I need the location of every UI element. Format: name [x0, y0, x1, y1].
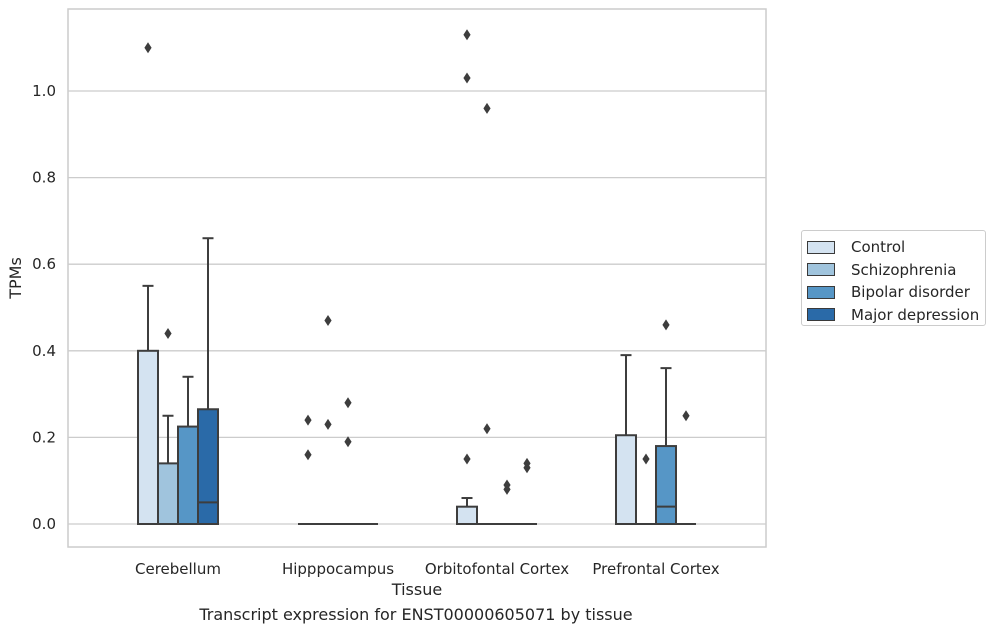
- chart-caption: Transcript expression for ENST0000060507…: [199, 605, 633, 624]
- outlier-point: [344, 397, 352, 409]
- outlier-point: [483, 102, 491, 114]
- legend-swatch-bipolar-disorder: [807, 285, 835, 299]
- box-body: [177, 425, 199, 526]
- box-3-2: [655, 367, 677, 525]
- y-tick-label: 0.8: [32, 169, 56, 187]
- box-body: [615, 434, 637, 525]
- y-tick-label: 0.6: [32, 255, 56, 273]
- box-0-2: [177, 375, 199, 526]
- legend-label: Major depression: [851, 305, 980, 324]
- x-tick-label: Cerebellum: [135, 560, 221, 578]
- outlier-point: [463, 29, 471, 41]
- box-body: [655, 445, 677, 525]
- y-tick-label: 1.0: [32, 82, 56, 100]
- legend-item: Schizophrenia: [807, 259, 985, 282]
- legend: Control Schizophrenia Bipolar disorder M…: [801, 230, 986, 326]
- box-body: [137, 349, 159, 525]
- y-tick-label: 0.0: [32, 515, 56, 533]
- outlier-point: [642, 453, 650, 465]
- outlier-point: [164, 327, 172, 339]
- legend-item: Control: [807, 236, 985, 259]
- x-tick-labels: Cerebellum Hipppocampus Orbitofontal Corte…: [135, 560, 720, 578]
- box-0-3: [197, 237, 219, 526]
- box-body: [197, 408, 219, 526]
- box-2-0: [456, 497, 478, 525]
- outlier-point: [144, 42, 152, 54]
- outlier-point: [324, 314, 332, 326]
- legend-label: Control: [851, 238, 906, 257]
- outlier-point: [304, 449, 312, 461]
- plot-frame: [67, 8, 767, 548]
- outlier-point: [463, 453, 471, 465]
- box-0-1: [157, 414, 179, 526]
- outliers: [144, 29, 690, 495]
- box-0-0: [137, 284, 159, 525]
- legend-swatch-control: [807, 240, 835, 254]
- outlier-point: [304, 414, 312, 426]
- outlier-point: [344, 436, 352, 448]
- legend-item: Major depression: [807, 304, 985, 327]
- outlier-point: [662, 319, 670, 331]
- outlier-point: [503, 479, 511, 491]
- outlier-point: [324, 418, 332, 430]
- x-tick-label: Prefrontal Cortex: [592, 560, 719, 578]
- legend-label: Schizophrenia: [851, 260, 957, 279]
- legend-swatch-schizophrenia: [807, 263, 835, 277]
- legend-item: Bipolar disorder: [807, 281, 985, 304]
- box-3-0: [615, 354, 637, 525]
- x-axis-label: Tissue: [391, 580, 442, 599]
- legend-swatch-major-depression: [807, 308, 835, 322]
- boxes: [137, 237, 696, 526]
- legend-label: Bipolar disorder: [851, 283, 970, 302]
- x-tick-label: Orbitofontal Cortex: [425, 560, 569, 578]
- outlier-point: [483, 423, 491, 435]
- x-tick-label: Hipppocampus: [282, 560, 394, 578]
- y-tick-label: 0.4: [32, 342, 56, 360]
- box-body: [456, 505, 478, 525]
- outlier-point: [682, 410, 690, 422]
- y-tick-labels: 0.0 0.2 0.4 0.6 0.8 1.0: [32, 82, 56, 533]
- y-axis-label: TPMs: [6, 257, 25, 300]
- box-body: [157, 462, 179, 526]
- outlier-point: [463, 72, 471, 84]
- outlier-point: [523, 457, 531, 469]
- y-tick-label: 0.2: [32, 428, 56, 446]
